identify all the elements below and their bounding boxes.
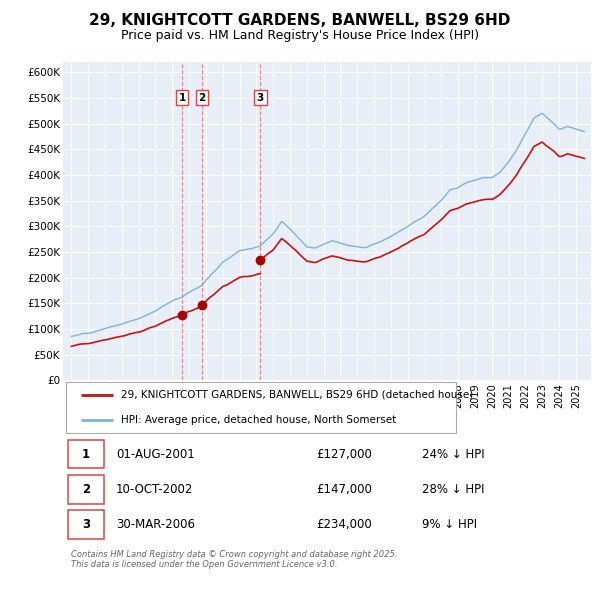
- FancyBboxPatch shape: [68, 440, 104, 468]
- Text: Contains HM Land Registry data © Crown copyright and database right 2025.
This d: Contains HM Land Registry data © Crown c…: [71, 550, 397, 569]
- Text: £127,000: £127,000: [316, 448, 373, 461]
- Text: 10-OCT-2002: 10-OCT-2002: [116, 483, 193, 496]
- Text: £147,000: £147,000: [316, 483, 373, 496]
- Text: 9% ↓ HPI: 9% ↓ HPI: [422, 518, 477, 531]
- Text: 28% ↓ HPI: 28% ↓ HPI: [422, 483, 485, 496]
- FancyBboxPatch shape: [68, 510, 104, 539]
- Text: 01-AUG-2001: 01-AUG-2001: [116, 448, 194, 461]
- Text: 3: 3: [82, 518, 90, 531]
- Text: 2: 2: [199, 93, 206, 103]
- Text: 29, KNIGHTCOTT GARDENS, BANWELL, BS29 6HD: 29, KNIGHTCOTT GARDENS, BANWELL, BS29 6H…: [89, 13, 511, 28]
- Text: 29, KNIGHTCOTT GARDENS, BANWELL, BS29 6HD (detached house): 29, KNIGHTCOTT GARDENS, BANWELL, BS29 6H…: [121, 390, 473, 400]
- FancyBboxPatch shape: [68, 475, 104, 504]
- Text: 1: 1: [178, 93, 186, 103]
- Text: 3: 3: [257, 93, 264, 103]
- Text: 30-MAR-2006: 30-MAR-2006: [116, 518, 195, 531]
- Text: HPI: Average price, detached house, North Somerset: HPI: Average price, detached house, Nort…: [121, 415, 397, 425]
- Text: Price paid vs. HM Land Registry's House Price Index (HPI): Price paid vs. HM Land Registry's House …: [121, 29, 479, 42]
- FancyBboxPatch shape: [65, 382, 457, 432]
- Text: 2: 2: [82, 483, 90, 496]
- Text: 1: 1: [82, 448, 90, 461]
- Text: £234,000: £234,000: [316, 518, 372, 531]
- Text: 24% ↓ HPI: 24% ↓ HPI: [422, 448, 485, 461]
